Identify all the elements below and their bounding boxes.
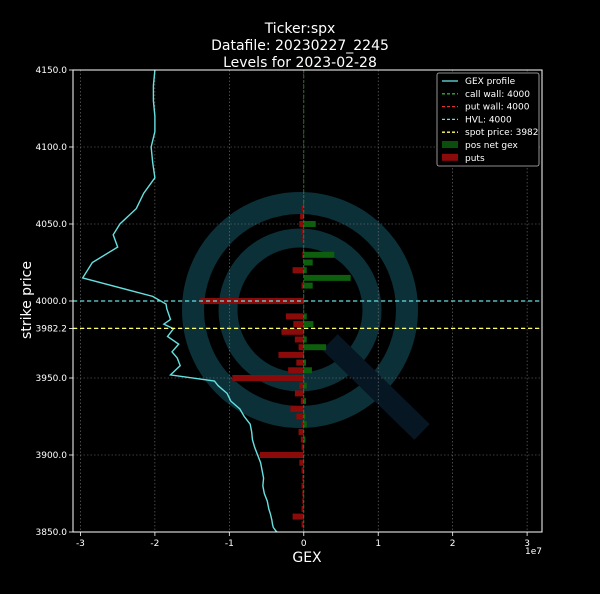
legend-label: call wall: 4000: [465, 90, 530, 100]
call-gex-bar: [303, 313, 307, 320]
put-gex-bar: [292, 513, 304, 520]
legend-box: [436, 72, 540, 167]
put-gex-bar: [301, 467, 304, 474]
x-tick-label: 2: [450, 539, 456, 549]
gex-bars: [200, 70, 351, 532]
put-gex-bar: [301, 421, 304, 428]
put-gex-bar: [302, 498, 304, 505]
x-axis-ticks: -3 -2 -1 0 1 2 3: [76, 532, 530, 549]
put-gex-bar: [288, 367, 304, 374]
gex-profile-line: [81, 69, 278, 533]
put-gex-bar: [290, 405, 304, 412]
put-gex-bar: [300, 398, 304, 405]
put-gex-bar: [301, 228, 304, 235]
put-gex-bar: [301, 505, 304, 512]
x-axis-multiplier: 1e7: [525, 547, 542, 557]
put-gex-bar: [301, 521, 304, 528]
legend-swatch: [442, 141, 458, 148]
put-gex-bar: [301, 482, 304, 489]
legend-label: spot price: 3982: [465, 128, 539, 138]
legend-entries: GEX profile call wall: 4000 put wall: 4000…: [442, 77, 539, 164]
put-gex-bar: [281, 328, 304, 335]
call-gex-bar: [303, 382, 307, 389]
put-gex-bar: [294, 336, 304, 343]
call-gex-bar: [303, 398, 307, 405]
put-gex-bar: [302, 490, 304, 497]
y-axis-label: strike price: [19, 261, 35, 339]
call-gex-bar: [303, 259, 313, 266]
legend-label: put wall: 4000: [465, 103, 530, 113]
y-tick-label: 3982.2: [36, 324, 68, 334]
put-gex-bar: [302, 475, 304, 482]
level-lines: [73, 300, 542, 330]
y-axis-ticks: 3850.0 3900.0 3950.0 3982.2 4000.0 4050.0 4100…: [36, 66, 73, 538]
gex-profile-layer: [81, 69, 278, 533]
legend-swatch: [442, 153, 458, 161]
put-gex-bar: [302, 251, 304, 258]
x-tick-label: 3: [524, 539, 530, 549]
put-gex-bar: [232, 375, 304, 381]
put-gex-bar: [296, 413, 304, 420]
put-gex-bar: [301, 444, 304, 451]
call-gex-bar: [303, 367, 312, 374]
put-gex-bar: [299, 221, 304, 227]
y-tick-label: 3900.0: [36, 451, 68, 461]
call-gex-bar: [303, 436, 306, 443]
put-gex-bar: [296, 359, 304, 366]
y-tick-label: 3950.0: [36, 374, 68, 384]
put-gex-bar: [200, 298, 304, 304]
put-gex-bar: [300, 436, 304, 443]
call-gex-bar: [303, 359, 307, 366]
y-tick-label: 3850.0: [36, 528, 68, 538]
y-tick-label: 4100.0: [36, 143, 68, 153]
put-gex-bar: [301, 282, 304, 289]
call-gex-bar: [303, 344, 327, 351]
put-gex-bar: [302, 236, 304, 243]
put-gex-bar: [299, 382, 304, 389]
put-gex-bar: [298, 344, 304, 351]
put-gex-bar: [292, 267, 304, 274]
call-gex-bar: [303, 413, 306, 420]
call-gex-bar: [303, 251, 335, 258]
y-tick-label: 4150.0: [36, 66, 68, 76]
put-gex-bar: [294, 390, 304, 397]
x-tick-label: 0: [301, 539, 307, 549]
chart-title-line-2: Datafile: 20230227_2245: [211, 38, 389, 54]
x-tick-label: 1: [375, 539, 381, 549]
put-gex-bar: [301, 205, 304, 212]
call-gex-bar: [303, 421, 307, 428]
x-tick-label: -2: [150, 539, 159, 549]
call-gex-bar: [303, 336, 307, 343]
call-gex-bar: [303, 274, 351, 281]
call-gex-bar: [303, 267, 307, 274]
y-tick-label: 4000.0: [36, 297, 68, 307]
legend: GEX profile call wall: 4000 put wall: 4000…: [436, 72, 540, 167]
put-gex-bar: [299, 459, 304, 466]
call-gex-bar: [303, 221, 316, 227]
legend-label: puts: [465, 154, 485, 164]
put-gex-bar: [300, 213, 304, 220]
put-gex-bar: [259, 452, 304, 458]
chart-title-line-3: Levels for 2023-02-28: [223, 55, 377, 71]
x-tick-label: -1: [225, 539, 234, 549]
put-gex-bar: [298, 428, 304, 435]
x-tick-label: -3: [76, 539, 85, 549]
legend-label: pos net gex: [465, 141, 518, 151]
call-gex-bar: [303, 282, 313, 289]
put-gex-bar: [293, 321, 304, 328]
call-gex-bar: [303, 321, 314, 328]
y-tick-label: 4050.0: [36, 220, 68, 230]
put-gex-bar: [285, 313, 304, 320]
legend-label: GEX profile: [465, 77, 516, 87]
chart-title-line-1: Ticker:spx: [264, 21, 336, 37]
put-gex-bar: [278, 351, 304, 358]
x-axis-label: GEX: [292, 550, 322, 566]
legend-label: HVL: 4000: [465, 115, 512, 125]
